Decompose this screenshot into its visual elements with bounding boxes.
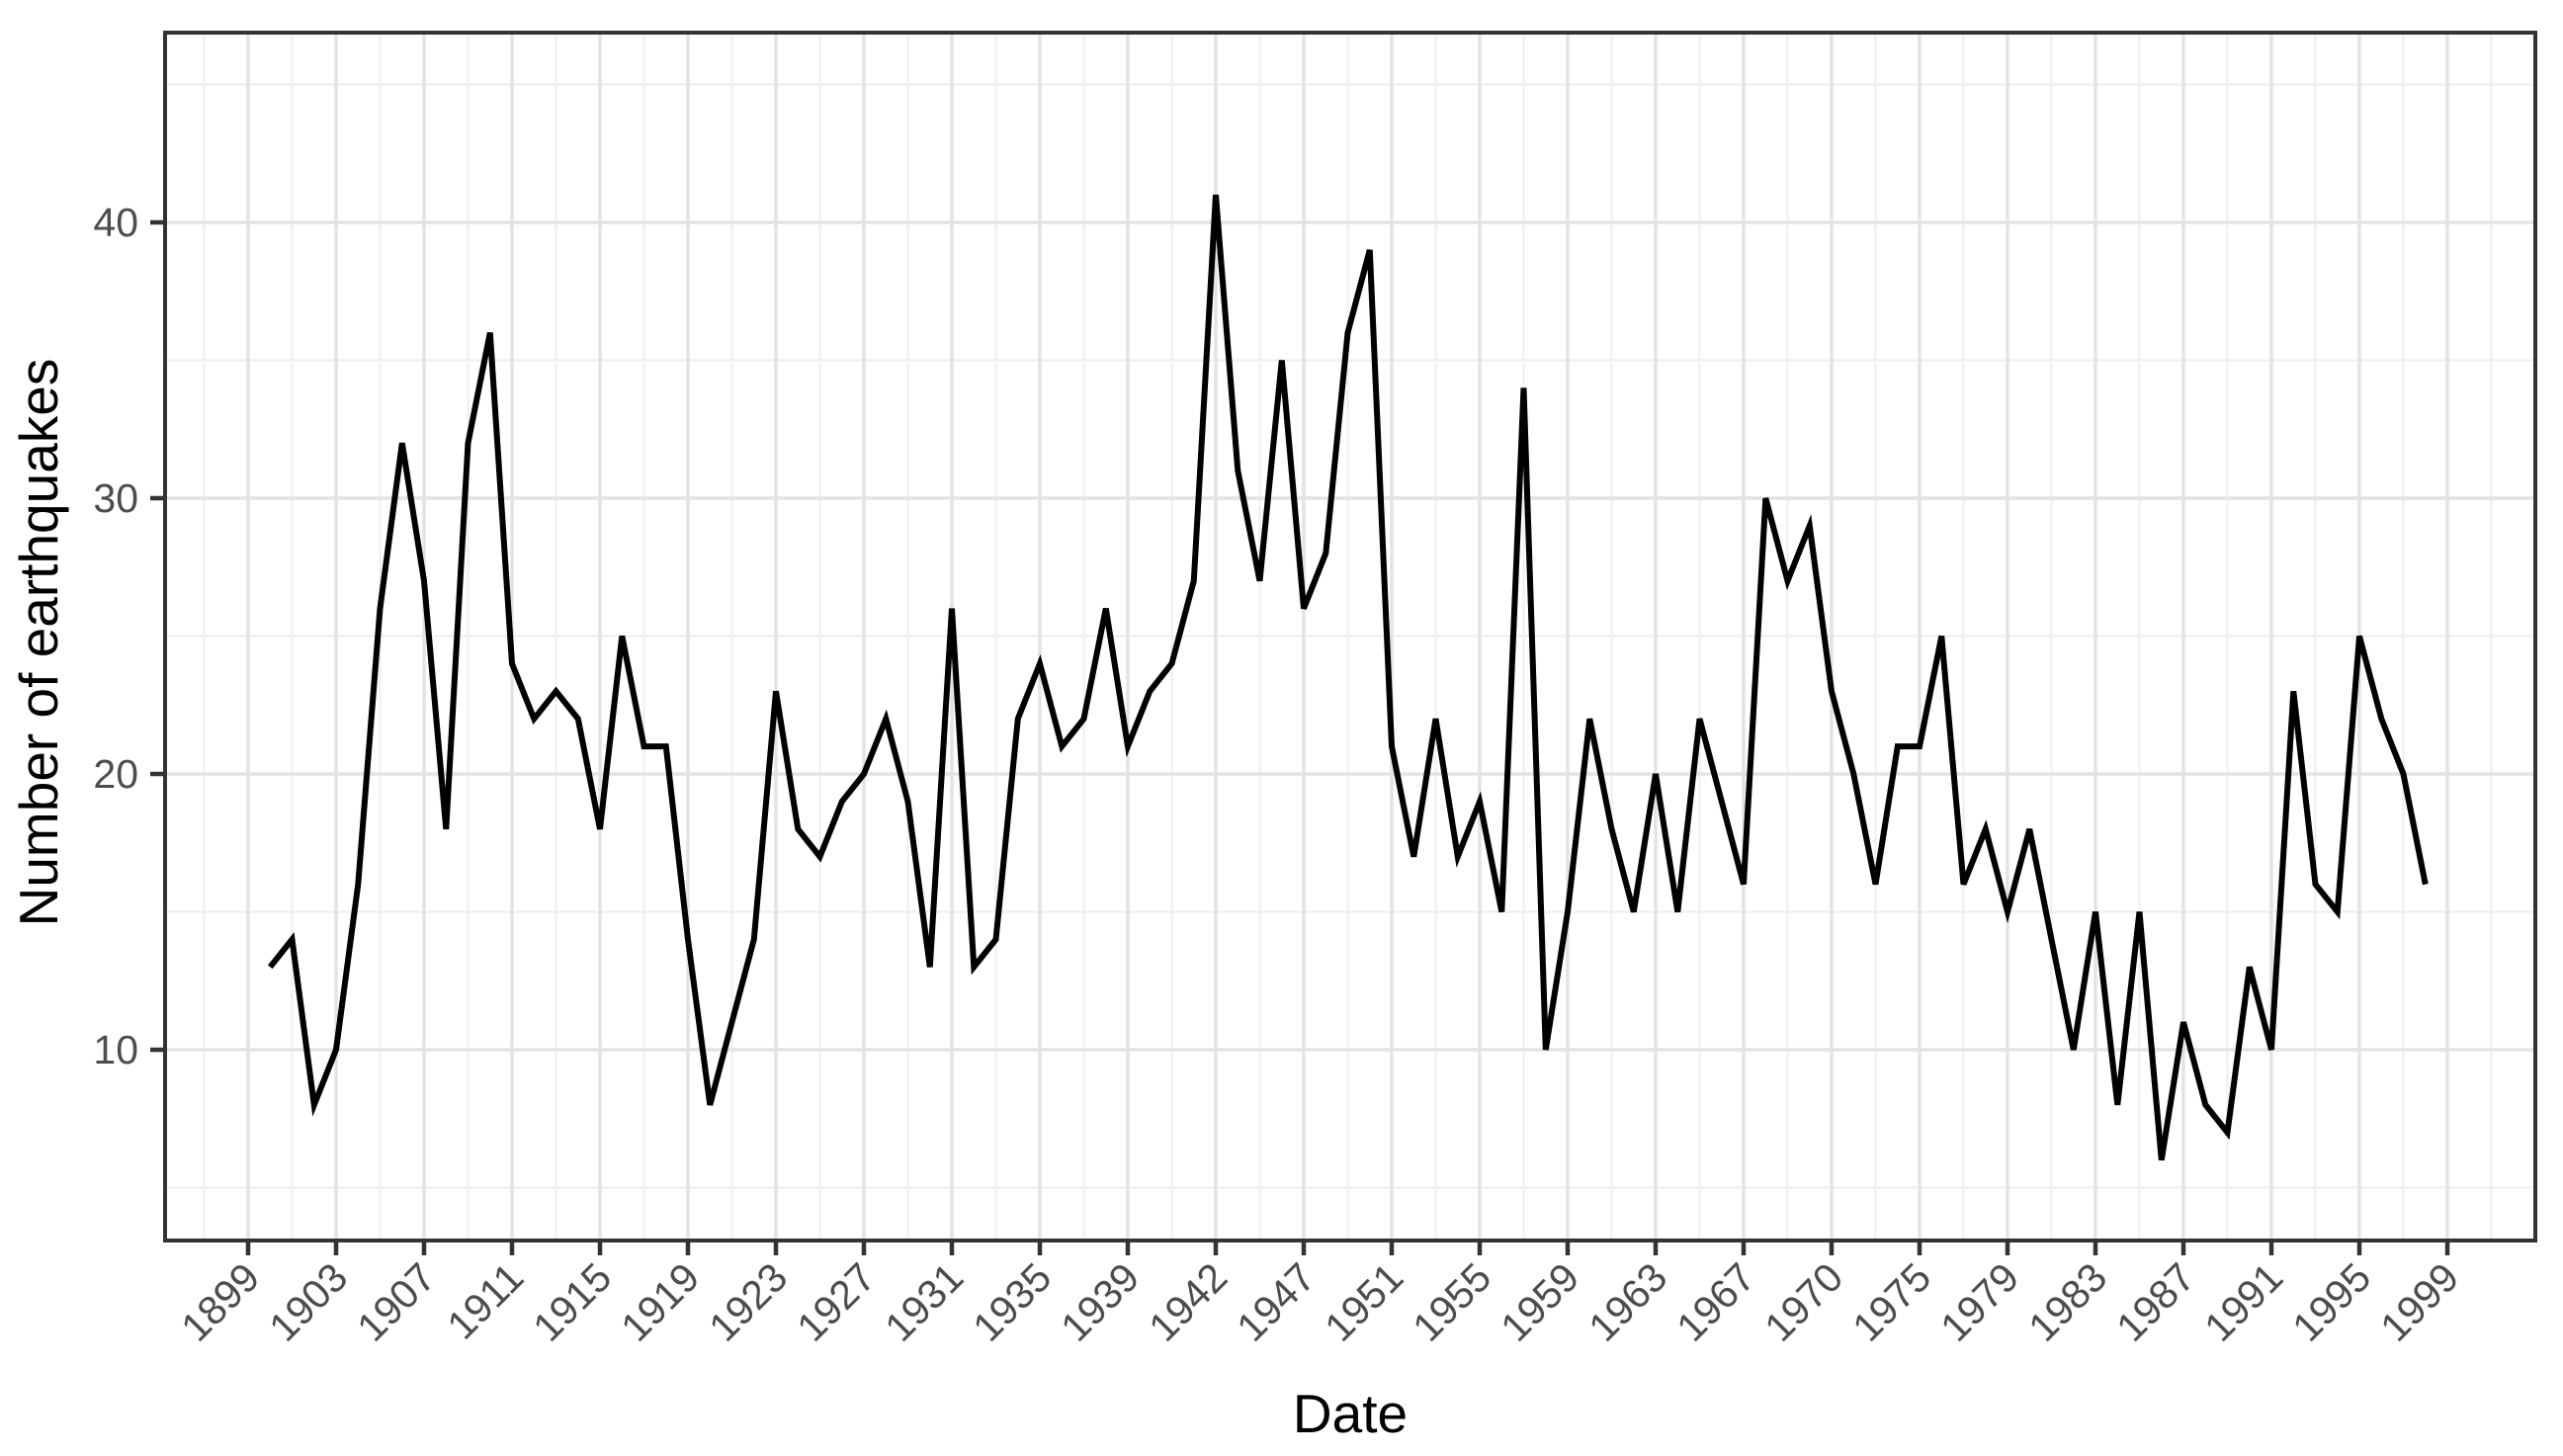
y-axis-tick-labels: 10 20 30 40 [93, 200, 138, 1072]
x-axis-tick-labels: 1899190319071911191519191923192719311935… [172, 1254, 2467, 1350]
x-tick-label: 1919 [612, 1254, 708, 1350]
data-series-line [267, 194, 2429, 1161]
y-tick-label: 10 [93, 1027, 138, 1072]
y-tick-label: 20 [93, 751, 138, 797]
x-tick-label: 1987 [2107, 1254, 2203, 1350]
gridlines-major [165, 33, 2535, 1241]
x-tick-label: 1979 [1931, 1254, 2027, 1350]
x-tick-label: 1970 [1755, 1254, 1851, 1350]
axis-tick-marks [150, 219, 2450, 1255]
x-tick-label: 1907 [348, 1254, 444, 1350]
x-tick-label: 1959 [1492, 1254, 1587, 1350]
y-axis-title: Number of earthquakes [8, 359, 69, 927]
x-axis-title: Date [1293, 1383, 1408, 1444]
x-tick-label: 1899 [172, 1254, 268, 1350]
x-tick-label: 1955 [1404, 1254, 1499, 1350]
plot-panel-border [163, 31, 2537, 1242]
x-tick-label: 1991 [2195, 1254, 2291, 1350]
x-tick-label: 1911 [438, 1254, 532, 1348]
x-tick-label: 1963 [1580, 1254, 1675, 1350]
x-tick-label: 1939 [1052, 1254, 1148, 1350]
x-tick-label: 1931 [876, 1254, 972, 1350]
y-tick-label: 40 [93, 200, 138, 245]
x-tick-label: 1935 [964, 1254, 1060, 1350]
x-tick-label: 1995 [2283, 1254, 2379, 1350]
x-tick-label: 1999 [2371, 1254, 2467, 1350]
x-tick-label: 1951 [1316, 1254, 1411, 1350]
x-tick-label: 1915 [524, 1254, 620, 1350]
gridlines-minor [165, 33, 2535, 1241]
x-tick-label: 1927 [788, 1254, 884, 1350]
x-tick-label: 1975 [1843, 1254, 1939, 1350]
x-tick-label: 1942 [1140, 1254, 1236, 1350]
x-tick-label: 1903 [260, 1254, 356, 1350]
x-tick-label: 1947 [1228, 1254, 1324, 1350]
earthquake-count-line [267, 194, 2429, 1161]
y-tick-label: 30 [93, 475, 138, 521]
x-tick-label: 1923 [700, 1254, 796, 1350]
x-tick-label: 1967 [1667, 1254, 1763, 1350]
x-tick-label: 1983 [2019, 1254, 2115, 1350]
